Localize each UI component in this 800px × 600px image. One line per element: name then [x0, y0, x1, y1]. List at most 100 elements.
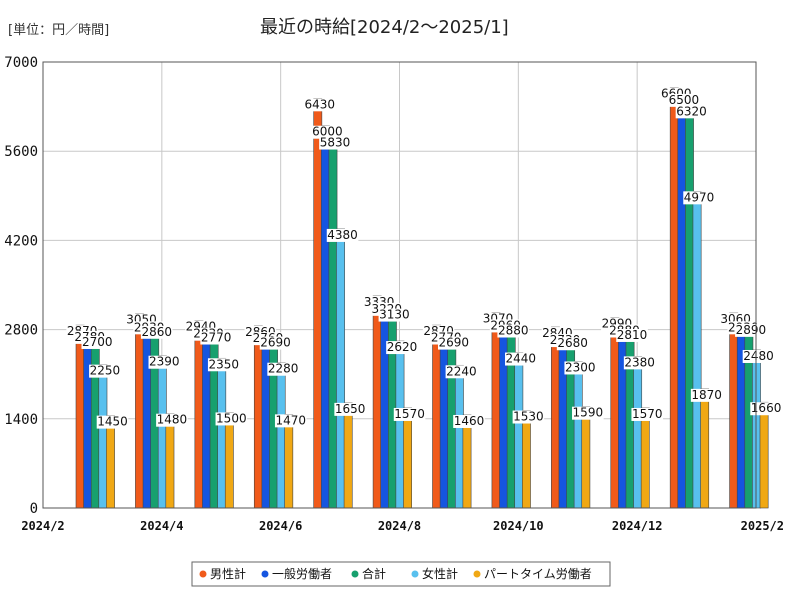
- data-label: 1530: [513, 410, 544, 424]
- bar: [217, 357, 227, 509]
- bar: [135, 313, 144, 509]
- legend-marker: [261, 570, 269, 578]
- bar: [75, 324, 85, 509]
- data-label-bg: [334, 402, 366, 416]
- bar: [106, 415, 115, 509]
- data-label: 2390: [149, 355, 180, 369]
- x-tick-label: 2024/12: [612, 519, 663, 533]
- data-label-bg: [564, 361, 597, 375]
- data-label-bg: [81, 335, 114, 349]
- data-label-bg: [623, 356, 656, 370]
- data-label: 1450: [97, 415, 128, 429]
- data-label-bg: [274, 414, 307, 428]
- data-label: 1660: [751, 401, 782, 415]
- bar: [491, 312, 501, 509]
- x-tick-label: 2024/10: [493, 519, 544, 533]
- bar: [514, 352, 524, 509]
- legend-entry: 女性計: [422, 566, 458, 581]
- data-label-bg: [445, 365, 478, 379]
- plot-frame: [42, 61, 757, 509]
- data-label: 2880: [498, 324, 529, 338]
- bar: [669, 87, 679, 509]
- data-label: 6500: [669, 93, 700, 107]
- data-label-bg: [156, 413, 188, 427]
- legend-entry: 合計: [362, 566, 386, 581]
- chart-title: 最近の時給[2024/2～2025/1]: [260, 17, 509, 38]
- data-label: 2690: [260, 336, 291, 350]
- bar: [618, 324, 627, 509]
- data-labels: 2870305029402860643033302870307028402990…: [66, 86, 782, 429]
- bar: [700, 388, 710, 509]
- data-label-bg: [675, 105, 708, 119]
- data-label: 1460: [454, 414, 485, 428]
- data-label: 2680: [557, 336, 588, 350]
- bar: [551, 326, 560, 509]
- data-label-bg: [750, 402, 782, 416]
- bar: [759, 401, 769, 509]
- bar: [462, 414, 472, 509]
- bar: [380, 302, 390, 509]
- bar: [320, 125, 330, 509]
- data-label-bg: [683, 191, 715, 205]
- legend-marker: [199, 570, 207, 578]
- bar: [142, 321, 152, 509]
- data-label: 5830: [320, 136, 351, 150]
- data-label-bg: [215, 412, 248, 426]
- data-label: 2770: [201, 331, 232, 345]
- data-label-bg: [512, 410, 545, 424]
- data-label-bg: [631, 407, 664, 421]
- bar: [276, 362, 286, 509]
- data-label-bg: [148, 355, 181, 369]
- data-label-bg: [735, 323, 767, 337]
- data-label: 2280: [268, 362, 299, 376]
- y-axis: 0 1400 2800 4200 5600 7000: [4, 55, 38, 517]
- unit-label: [単位：円／時間]: [8, 22, 109, 38]
- bar: [165, 413, 175, 509]
- data-label-bg: [556, 337, 589, 351]
- legend-marker: [351, 570, 359, 578]
- data-label: 2700: [82, 335, 113, 349]
- data-label-bg: [690, 388, 723, 402]
- data-label-bg: [259, 336, 292, 350]
- legend-marker: [411, 570, 419, 578]
- bar: [395, 340, 405, 509]
- x-axis: 2024/2 2024/4 2024/6 2024/8 2024/10 2024/12 20…: [21, 519, 784, 533]
- data-label-bg: [386, 341, 418, 355]
- bar: [83, 330, 93, 509]
- data-label-bg: [616, 328, 648, 342]
- y-tick-label: 2800: [4, 323, 38, 339]
- x-tick-label: 2024/2: [21, 519, 64, 533]
- y-tick-label: 5600: [4, 144, 38, 160]
- data-label-bg: [497, 324, 530, 338]
- bar: [224, 412, 234, 509]
- data-label: 2620: [387, 340, 418, 354]
- y-tick-label: 1400: [4, 412, 38, 428]
- data-label-bg: [453, 414, 485, 428]
- bar: [261, 331, 271, 509]
- data-label: 2810: [617, 328, 648, 342]
- data-label: 1500: [216, 411, 247, 425]
- y-tick-label: 0: [30, 501, 38, 517]
- legend-entry: 男性計: [210, 566, 246, 581]
- data-label-bg: [319, 136, 351, 150]
- data-label: 1870: [691, 388, 722, 402]
- data-label: 2480: [743, 349, 774, 363]
- legend-marker: [473, 570, 481, 578]
- bar: [157, 355, 167, 509]
- data-label: 2440: [506, 352, 537, 366]
- bar: [98, 364, 108, 509]
- data-label: 6430: [304, 97, 335, 111]
- bar: [522, 410, 531, 509]
- data-label-bg: [267, 362, 299, 376]
- bar: [633, 356, 643, 509]
- bar: [685, 105, 694, 509]
- data-label: 1570: [394, 407, 425, 421]
- data-label: 4970: [684, 190, 715, 204]
- bar: [313, 98, 323, 509]
- data-label: 2860: [141, 325, 172, 339]
- data-label-bg: [668, 93, 700, 107]
- data-label: 2350: [208, 357, 239, 371]
- data-label: 6000: [312, 125, 343, 139]
- bar: [432, 324, 441, 509]
